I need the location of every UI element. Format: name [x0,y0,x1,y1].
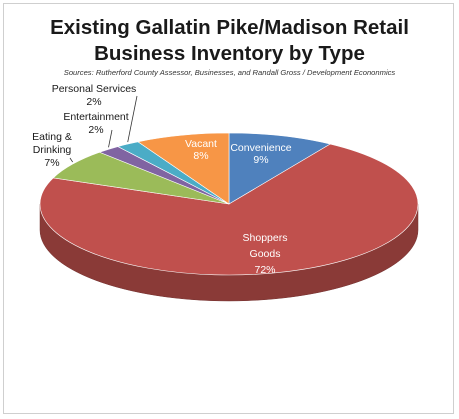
leader-line-eating-drinking [69,157,74,163]
pie-label-personal-services: Personal Services 2% [52,83,137,108]
pie-label-vacant: Vacant 8% [185,138,217,162]
pie-leader-lines [69,95,138,163]
chart-subtitle-sources: Sources: Rutherford County Assessor, Bus… [63,68,396,77]
pie-slice-convenience [228,132,332,205]
pie-top-faces [39,132,419,276]
leader-line-personal-services [127,95,138,143]
chart-title-line-1: Existing Gallatin Pike/Madison Retail [50,16,409,39]
pie-label-entertainment: Entertainment 2% [63,111,128,136]
leader-line-entertainment [108,129,113,148]
pie-label-convenience: Convenience 9% [230,142,291,166]
pie-label-eating-drinking: Eating & Drinking 7% [32,131,72,169]
pie-label-shoppers-goods: Shoppers Goods 72% [243,232,288,276]
pie-slice-shoppers-goods [39,143,419,276]
pie-slice-vacant [137,132,230,205]
chart-title-line-2: Business Inventory by Type [94,42,365,65]
pie-labels: Convenience 9% Shoppers Goods 72% Eating & Dri… [32,83,292,276]
